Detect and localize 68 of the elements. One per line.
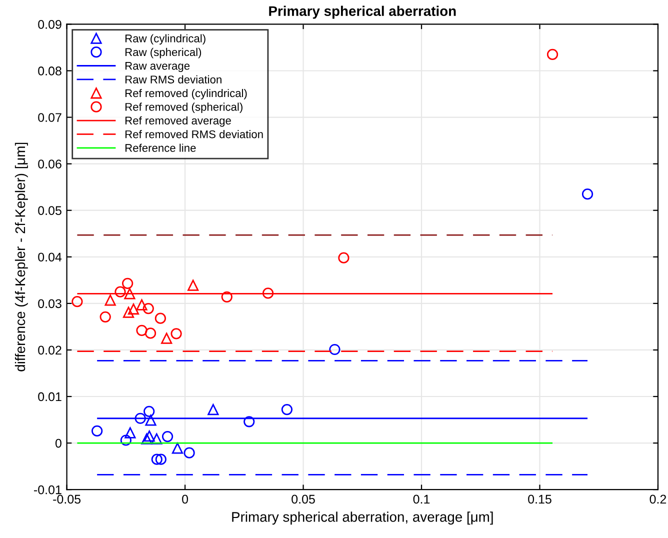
point [136, 299, 148, 310]
legend-label: Raw RMS deviation [125, 75, 222, 84]
y-tick-label: 0.09 [38, 20, 62, 29]
point [170, 328, 182, 340]
x-tick-label: 0.1 [413, 494, 430, 504]
point [162, 430, 174, 442]
y-axis-title: difference (4f-Kepler - 2f-Kepler) [μm] [14, 142, 28, 372]
point [72, 296, 83, 308]
point [122, 306, 134, 318]
point [172, 442, 184, 454]
legend-label: Reference line [125, 144, 196, 152]
x-tick-label: 0.15 [528, 494, 552, 504]
y-tick-label: 0.06 [38, 160, 62, 168]
point [145, 414, 156, 426]
legend-label: Ref removed RMS deviation [125, 130, 263, 138]
x-tick-label: 0.05 [292, 494, 315, 504]
point [144, 328, 156, 339]
y-tick-label: 0 [55, 438, 62, 448]
point [142, 302, 154, 314]
point [92, 425, 103, 436]
point [546, 48, 558, 60]
y-tick-label: 0.01 [38, 392, 62, 402]
point [281, 404, 293, 416]
legend-label: Ref removed (cylindrical) [125, 88, 247, 100]
legend-label: Ref removed average [125, 116, 231, 127]
point [124, 427, 136, 438]
point [188, 280, 199, 291]
point [144, 430, 155, 442]
point [124, 288, 136, 300]
point [338, 252, 350, 264]
legend-label: Ref removed (spherical) [125, 102, 242, 114]
point [582, 188, 594, 200]
point [161, 332, 172, 344]
y-tick-label: 0.04 [38, 252, 62, 262]
x-axis-title: Primary spherical aberration, average [μm] [232, 512, 493, 525]
y-tick-label: 0.02 [38, 346, 62, 355]
chart-title: Primary spherical aberration [269, 6, 456, 19]
legend-label: Raw average [125, 62, 190, 72]
y-tick-label: 0.05 [38, 206, 62, 216]
point [144, 406, 155, 417]
y-tick-label: -0.01 [34, 485, 62, 494]
y-tick-label: 0.08 [38, 66, 62, 76]
x-tick-label: -0.05 [53, 494, 81, 504]
point [155, 454, 166, 465]
point [120, 434, 132, 446]
point [262, 288, 274, 299]
legend-label: Raw (cylindrical) [125, 34, 206, 45]
point [184, 447, 195, 458]
y-tick-label: 0.03 [38, 299, 62, 308]
x-tick-label: 0 [182, 494, 188, 504]
point [244, 416, 255, 428]
point [141, 433, 152, 444]
point [329, 344, 340, 356]
legend-label: Raw (spherical) [125, 48, 202, 58]
point [122, 278, 134, 289]
y-tick-label: 0.07 [38, 113, 62, 122]
point [114, 286, 126, 298]
point [134, 412, 146, 424]
point [128, 303, 140, 315]
point [100, 311, 111, 322]
point [221, 291, 232, 302]
point [154, 312, 166, 324]
point [136, 324, 148, 336]
point [104, 294, 116, 306]
point [208, 404, 219, 416]
point [151, 433, 162, 444]
point [151, 454, 162, 465]
x-tick-label: 0.2 [650, 494, 666, 504]
